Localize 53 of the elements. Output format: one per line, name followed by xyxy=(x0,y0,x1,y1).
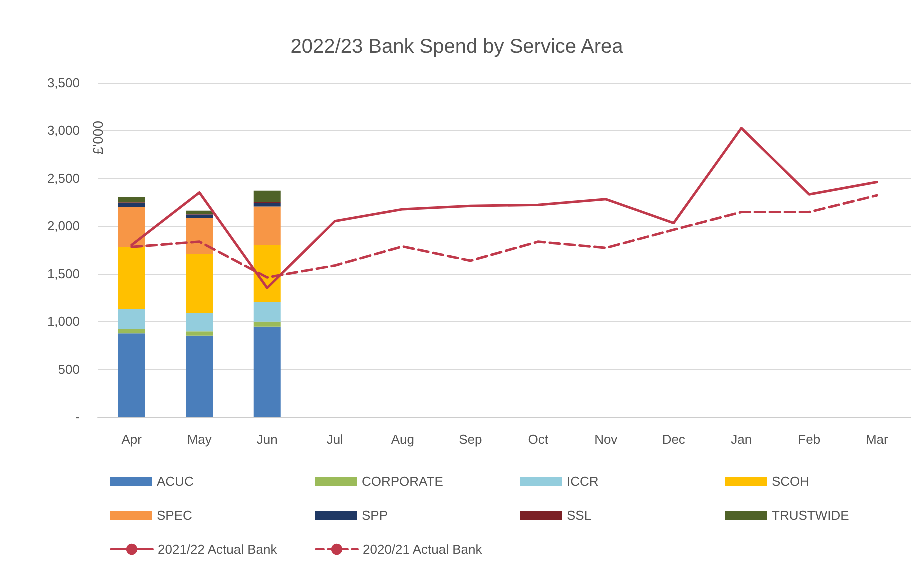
y-tick-label: 3,500 xyxy=(47,76,80,90)
x-tick-label: Apr xyxy=(122,432,143,447)
y-tick-label: 2,500 xyxy=(47,170,80,186)
y-tick-label: 3,000 xyxy=(47,123,80,138)
legend-label: 2020/21 Actual Bank xyxy=(363,542,483,557)
bar xyxy=(186,254,214,314)
x-tick-label: Mar xyxy=(866,432,889,447)
bar xyxy=(254,246,281,302)
y-axis-title: £'000 xyxy=(90,120,106,155)
legend-label: SPEC xyxy=(157,508,192,523)
legend-label: ACUC xyxy=(157,474,194,489)
bar xyxy=(118,248,146,310)
legend-label: SPP xyxy=(362,508,388,523)
bar xyxy=(186,314,214,332)
x-tick-label: Jul xyxy=(326,432,344,447)
x-tick-label: Feb xyxy=(798,432,821,447)
x-tick-label: Oct xyxy=(528,432,549,447)
x-tick-label: Sep xyxy=(459,432,482,447)
bar xyxy=(254,190,281,202)
y-tick-label: 500 xyxy=(58,362,80,377)
x-tick-label: Jan xyxy=(731,432,752,447)
legend-label: SCOH xyxy=(772,474,810,489)
y-tick-label: 2,000 xyxy=(47,218,80,234)
bar xyxy=(118,329,146,334)
y-tick-label: - xyxy=(76,410,80,424)
bar xyxy=(186,332,214,336)
y-tick-label: 1,500 xyxy=(47,266,80,282)
legend-label: ICCR xyxy=(567,474,599,489)
bar xyxy=(118,207,146,248)
x-tick-label: Dec xyxy=(662,432,686,447)
bar xyxy=(118,197,146,203)
chart-title: 2022/23 Bank Spend by Service Area xyxy=(290,36,624,58)
legend-label: SSL xyxy=(567,508,592,523)
bar xyxy=(186,214,214,218)
bar xyxy=(254,206,281,246)
bar xyxy=(118,310,146,330)
legend-label: 2021/22 Actual Bank xyxy=(158,542,278,557)
x-tick-label: Nov xyxy=(594,432,618,447)
bar xyxy=(118,203,146,208)
legend-label: TRUSTWIDE xyxy=(772,508,850,523)
bar xyxy=(118,334,146,417)
y-tick-label: 1,000 xyxy=(47,314,80,330)
x-tick-label: May xyxy=(187,432,212,447)
bar xyxy=(254,302,281,322)
legend-label: CORPORATE xyxy=(362,474,444,489)
bar xyxy=(254,322,281,327)
bar xyxy=(186,336,214,417)
x-tick-label: Aug xyxy=(391,432,414,447)
bar xyxy=(186,210,214,214)
bar xyxy=(254,326,281,417)
bar xyxy=(254,202,281,207)
x-tick-label: Jun xyxy=(256,432,278,447)
bar xyxy=(186,218,214,254)
